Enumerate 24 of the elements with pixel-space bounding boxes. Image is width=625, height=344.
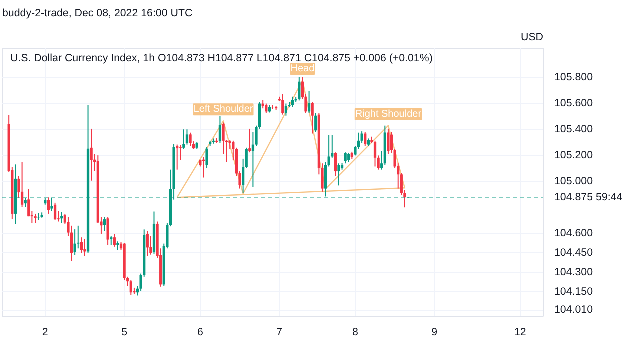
x-tick-label: 6 [197, 326, 204, 338]
y-tick-label: 105.200 [554, 150, 594, 162]
x-tick-label: 8 [352, 326, 359, 338]
ref-line-label: 104.875 59:44 [554, 192, 623, 204]
x-tick-label: 9 [432, 326, 438, 338]
y-tick-label: 105.600 [554, 98, 594, 110]
y-tick-label: 104.450 [554, 246, 594, 259]
x-tick-label: 2 [42, 326, 48, 338]
y-tick-label: 104.300 [554, 266, 594, 278]
y-tick-label: 104.010 [554, 304, 594, 316]
x-tick-label: 5 [122, 326, 128, 338]
y-tick-label: 104.600 [554, 227, 594, 240]
annotation: Head [290, 64, 315, 75]
chart-title: U.S. Dollar Currency Index, 1h O104.873 H104.877 L104.871 C104.875 +0.006 (+0.01%) [10, 52, 433, 64]
y-tick-label: 105.400 [554, 124, 594, 136]
y-tick-label: 105.800 [554, 72, 594, 84]
annotation: Left Shoulder [194, 104, 254, 116]
y-axis-title: USD [521, 32, 544, 44]
annotation: Right Shoulder [355, 108, 422, 120]
y-tick-label: 104.150 [554, 286, 594, 298]
x-tick-label: 7 [276, 326, 283, 338]
text: buddy-2-trade, Dec 08, 2022 16:00 UTC [2, 8, 193, 20]
x-tick-label: 12 [514, 326, 526, 338]
y-tick-label: 105.000 [554, 176, 594, 188]
